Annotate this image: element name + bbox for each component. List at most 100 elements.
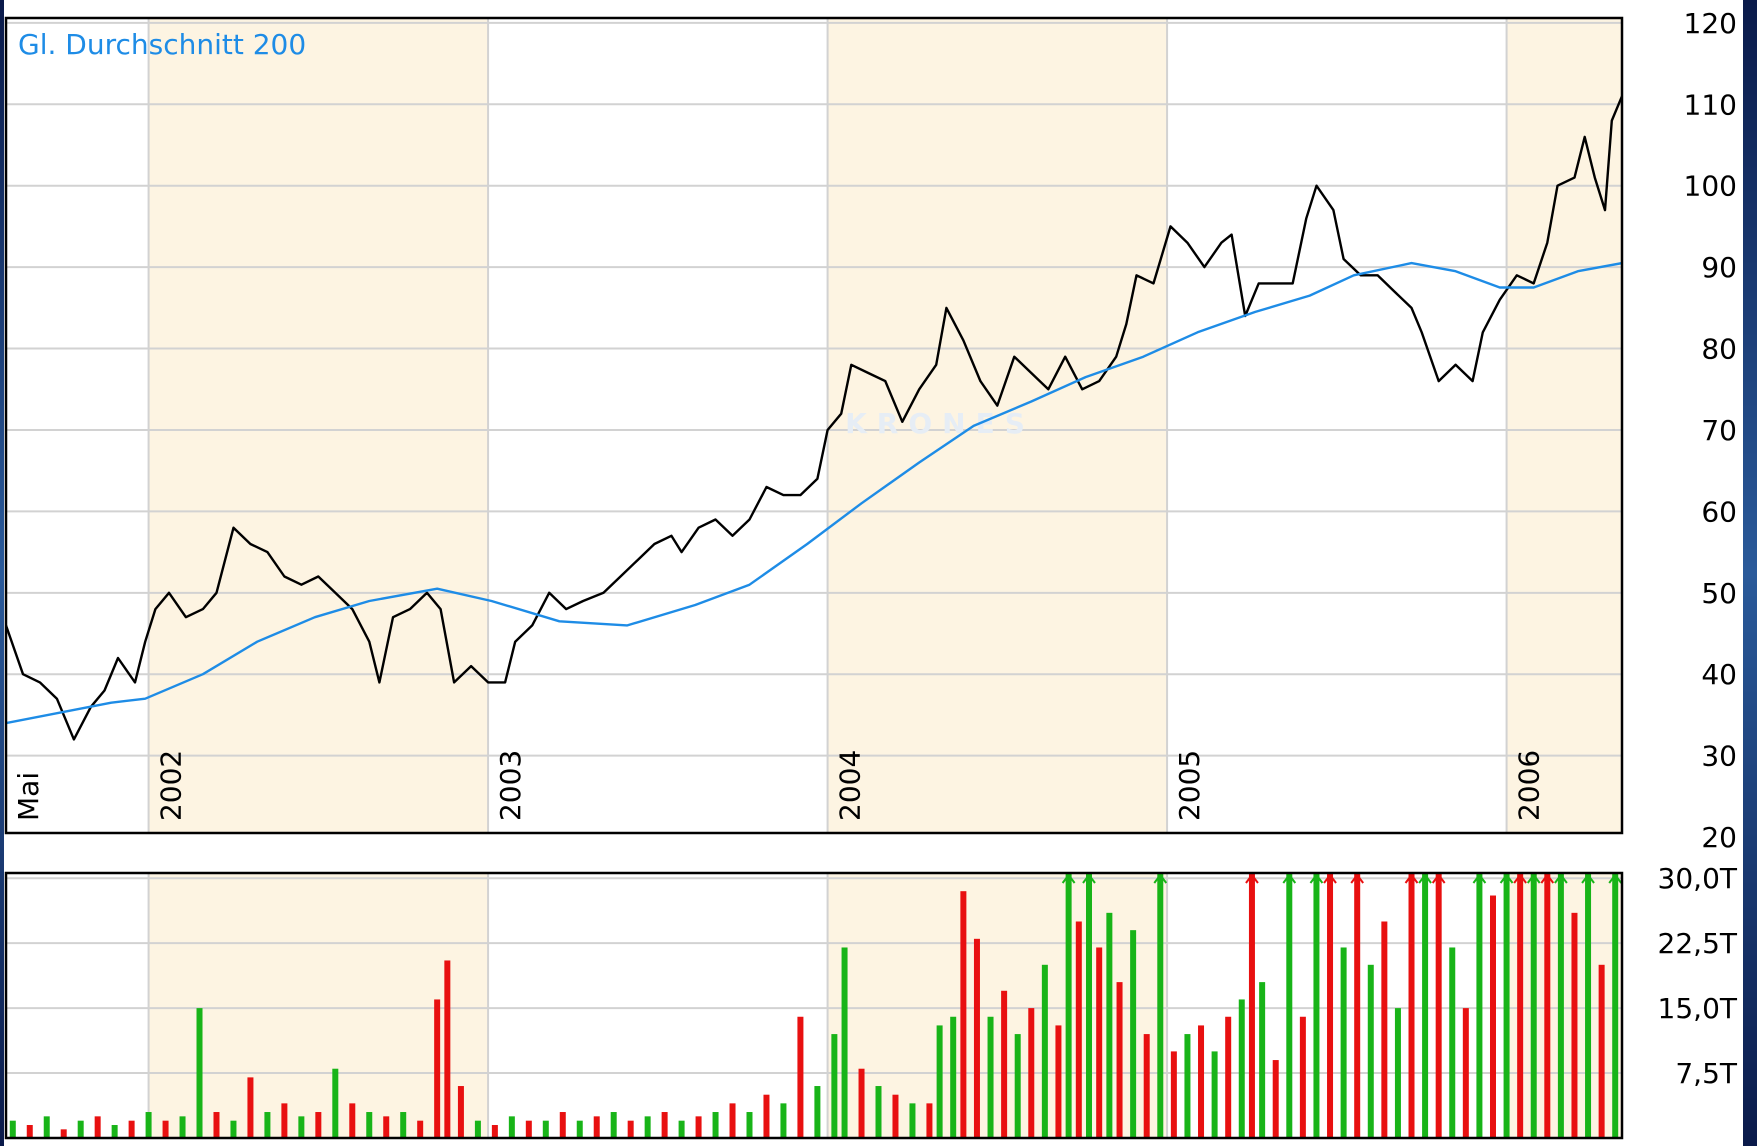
volume-bar: [1544, 873, 1551, 1138]
y-tick-label: 60: [1701, 495, 1737, 528]
volume-bar: [1106, 912, 1113, 1138]
volume-bar: [892, 1094, 899, 1138]
volume-bar: [1598, 964, 1605, 1138]
volume-bar: [1612, 873, 1619, 1138]
y-tick-label: 50: [1701, 577, 1737, 610]
series-line: [6, 95, 1622, 741]
volume-bar: [559, 1112, 566, 1138]
volume-bar: [1085, 873, 1092, 1138]
overflow-arrow: [1540, 873, 1555, 884]
volume-bar: [1299, 1016, 1306, 1138]
volume-bar: [196, 1008, 203, 1138]
volume-bar: [780, 1103, 787, 1138]
volume-bar: [444, 960, 451, 1138]
volume-bar: [1435, 873, 1442, 1138]
volume-bar: [1238, 999, 1245, 1138]
overflow-arrow: [1245, 873, 1259, 884]
volume-bar: [332, 1068, 339, 1138]
volume-bar: [712, 1112, 719, 1138]
volume-bar: [610, 1112, 617, 1138]
volume-bar: [247, 1077, 254, 1138]
volume-bar: [457, 1086, 464, 1138]
volume-bar: [1381, 921, 1388, 1138]
volume-bar: [1065, 873, 1072, 1138]
volume-bar: [831, 1034, 838, 1138]
overflow-arrow: [1153, 873, 1168, 884]
volume-bar: [434, 999, 441, 1138]
volume-bar: [797, 1016, 804, 1138]
overflow-arrow: [1061, 873, 1076, 884]
volume-bar: [1394, 1008, 1401, 1138]
volume-bar: [1557, 873, 1564, 1138]
volume-bar: [593, 1116, 600, 1138]
volume-bar: [542, 1120, 549, 1138]
volume-bar: [43, 1116, 50, 1138]
x-tick-label: Mai: [12, 772, 45, 821]
volume-bar: [111, 1125, 118, 1138]
y-tick-label: 20: [1701, 821, 1737, 854]
volume-bar: [349, 1103, 356, 1138]
y-tick-label: 80: [1701, 333, 1737, 366]
year-band: [1506, 18, 1622, 833]
volume-bar: [1272, 1060, 1279, 1138]
volume-bar: [1198, 1025, 1205, 1138]
overflow-arrow: [1418, 873, 1432, 884]
volume-bar: [987, 1016, 994, 1138]
y-tick-label: 15,0T: [1658, 992, 1738, 1025]
overflow-arrow: [1513, 873, 1527, 884]
x-tick-label: 2005: [1173, 750, 1206, 821]
volume-bar: [298, 1116, 305, 1138]
overflow-arrow: [1282, 873, 1297, 884]
y-tick-label: 30,0T: [1658, 862, 1738, 895]
volume-bar: [841, 947, 848, 1138]
volume-bar: [1259, 982, 1266, 1138]
y-tick-label: 110: [1684, 88, 1737, 121]
y-tick-label: 30: [1701, 740, 1737, 773]
volume-bar: [145, 1112, 152, 1138]
volume-bar: [661, 1112, 668, 1138]
volume-bar: [926, 1103, 933, 1138]
legend-label: Gl. Durchschnitt 200: [18, 28, 306, 61]
volume-bar: [1116, 982, 1123, 1138]
volume-bar: [960, 891, 967, 1138]
y-tick-label: 90: [1701, 251, 1737, 284]
volume-bar: [77, 1120, 84, 1138]
edge-strip: [1743, 0, 1757, 1146]
volume-bar: [1422, 873, 1429, 1138]
volume-bar: [1340, 947, 1347, 1138]
volume-bar: [763, 1094, 770, 1138]
overflow-arrow: [1581, 873, 1595, 884]
volume-bar: [1055, 1025, 1062, 1138]
volume-bar: [525, 1120, 532, 1138]
volume-bar: [1014, 1034, 1021, 1138]
y-tick-label: 40: [1701, 658, 1737, 691]
volume-bar: [179, 1116, 186, 1138]
volume-bar: [678, 1120, 685, 1138]
volume-bar: [1585, 873, 1592, 1138]
volume-bar: [814, 1086, 821, 1138]
volume-bar: [1001, 990, 1008, 1138]
overflow-arrow: [1554, 873, 1568, 884]
x-tick-label: 2002: [155, 750, 188, 821]
volume-bar: [1476, 873, 1483, 1138]
volume-bar: [60, 1129, 67, 1138]
overflow-arrow: [1499, 873, 1514, 884]
volume-bar: [1248, 873, 1255, 1138]
volume-bar: [94, 1116, 101, 1138]
plot-area: [6, 873, 1622, 1138]
volume-bar: [1517, 873, 1524, 1138]
overflow-arrow: [1526, 873, 1541, 884]
edge-strip: [0, 0, 4, 1146]
volume-bar: [1503, 873, 1510, 1138]
volume-bar: [264, 1112, 271, 1138]
volume-bar: [1143, 1034, 1150, 1138]
volume-bar: [315, 1112, 322, 1138]
volume-bar: [508, 1116, 515, 1138]
volume-bar: [1225, 1016, 1232, 1138]
volume-bar: [383, 1116, 390, 1138]
year-band: [148, 873, 489, 1138]
volume-bar: [950, 1016, 957, 1138]
year-band: [827, 18, 1168, 833]
plot-border: [4, 16, 1624, 835]
volume-bar: [400, 1112, 407, 1138]
